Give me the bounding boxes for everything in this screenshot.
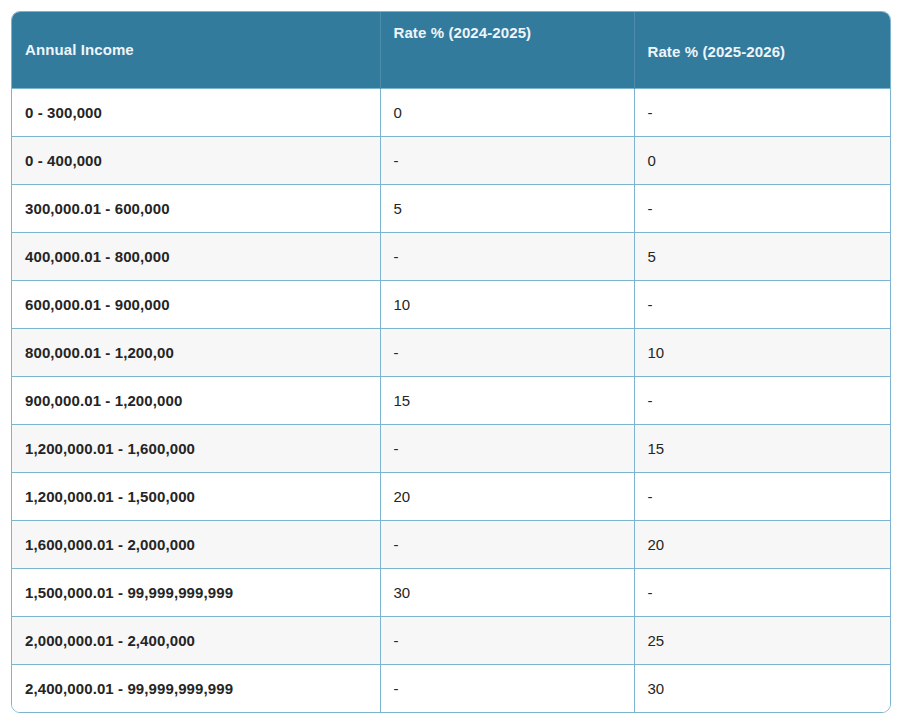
- table-row: 900,000.01 - 1,200,00015-: [12, 376, 890, 424]
- rate-2025-2026-cell: 0: [634, 136, 890, 184]
- rate-2024-2025-cell: -: [380, 520, 634, 568]
- rate-2024-2025-cell: -: [380, 328, 634, 376]
- income-range-cell: 0 - 300,000: [12, 88, 380, 136]
- income-range-cell: 1,500,000.01 - 99,999,999,999: [12, 568, 380, 616]
- tax-rates-table: Annual Income Rate % (2024-2025) Rate % …: [12, 12, 890, 712]
- rate-2024-2025-cell: -: [380, 232, 634, 280]
- table-row: 1,200,000.01 - 1,600,000-15: [12, 424, 890, 472]
- table-row: 300,000.01 - 600,0005-: [12, 184, 890, 232]
- table-row: 2,400,000.01 - 99,999,999,999-30: [12, 664, 890, 712]
- rate-2025-2026-cell: -: [634, 88, 890, 136]
- rate-2024-2025-cell: -: [380, 616, 634, 664]
- header-row: Annual Income Rate % (2024-2025) Rate % …: [12, 12, 890, 88]
- income-range-cell: 2,400,000.01 - 99,999,999,999: [12, 664, 380, 712]
- rate-2025-2026-cell: 25: [634, 616, 890, 664]
- page: Annual Income Rate % (2024-2025) Rate % …: [0, 0, 902, 722]
- income-range-cell: 1,200,000.01 - 1,600,000: [12, 424, 380, 472]
- rate-2025-2026-cell: -: [634, 472, 890, 520]
- table-row: 400,000.01 - 800,000-5: [12, 232, 890, 280]
- rate-2025-2026-cell: 30: [634, 664, 890, 712]
- table-row: 1,500,000.01 - 99,999,999,99930-: [12, 568, 890, 616]
- table-row: 0 - 400,000-0: [12, 136, 890, 184]
- header-annual-income: Annual Income: [12, 12, 380, 88]
- table-header: Annual Income Rate % (2024-2025) Rate % …: [12, 12, 890, 88]
- rate-2025-2026-cell: -: [634, 568, 890, 616]
- rate-2024-2025-cell: 0: [380, 88, 634, 136]
- rate-2025-2026-cell: 15: [634, 424, 890, 472]
- table-row: 800,000.01 - 1,200,00-10: [12, 328, 890, 376]
- header-rate-2024-2025: Rate % (2024-2025): [380, 12, 634, 88]
- tax-rates-table-container: Annual Income Rate % (2024-2025) Rate % …: [11, 11, 891, 713]
- income-range-cell: 2,000,000.01 - 2,400,000: [12, 616, 380, 664]
- rate-2024-2025-cell: -: [380, 136, 634, 184]
- income-range-cell: 300,000.01 - 600,000: [12, 184, 380, 232]
- rate-2024-2025-cell: 30: [380, 568, 634, 616]
- rate-2024-2025-cell: 5: [380, 184, 634, 232]
- table-row: 2,000,000.01 - 2,400,000-25: [12, 616, 890, 664]
- income-range-cell: 1,200,000.01 - 1,500,000: [12, 472, 380, 520]
- table-row: 0 - 300,0000-: [12, 88, 890, 136]
- income-range-cell: 400,000.01 - 800,000: [12, 232, 380, 280]
- rate-2024-2025-cell: 15: [380, 376, 634, 424]
- rate-2025-2026-cell: -: [634, 280, 890, 328]
- income-range-cell: 900,000.01 - 1,200,000: [12, 376, 380, 424]
- table-row: 1,600,000.01 - 2,000,000-20: [12, 520, 890, 568]
- table-row: 600,000.01 - 900,00010-: [12, 280, 890, 328]
- rate-2024-2025-cell: 20: [380, 472, 634, 520]
- rate-2024-2025-cell: 10: [380, 280, 634, 328]
- income-range-cell: 600,000.01 - 900,000: [12, 280, 380, 328]
- income-range-cell: 0 - 400,000: [12, 136, 380, 184]
- header-rate-2025-2026: Rate % (2025-2026): [634, 12, 890, 88]
- table-body: 0 - 300,0000-0 - 400,000-0300,000.01 - 6…: [12, 88, 890, 712]
- rate-2025-2026-cell: 20: [634, 520, 890, 568]
- rate-2025-2026-cell: 5: [634, 232, 890, 280]
- table-row: 1,200,000.01 - 1,500,00020-: [12, 472, 890, 520]
- rate-2025-2026-cell: -: [634, 184, 890, 232]
- rate-2024-2025-cell: -: [380, 424, 634, 472]
- rate-2025-2026-cell: 10: [634, 328, 890, 376]
- rate-2025-2026-cell: -: [634, 376, 890, 424]
- rate-2024-2025-cell: -: [380, 664, 634, 712]
- income-range-cell: 1,600,000.01 - 2,000,000: [12, 520, 380, 568]
- income-range-cell: 800,000.01 - 1,200,00: [12, 328, 380, 376]
